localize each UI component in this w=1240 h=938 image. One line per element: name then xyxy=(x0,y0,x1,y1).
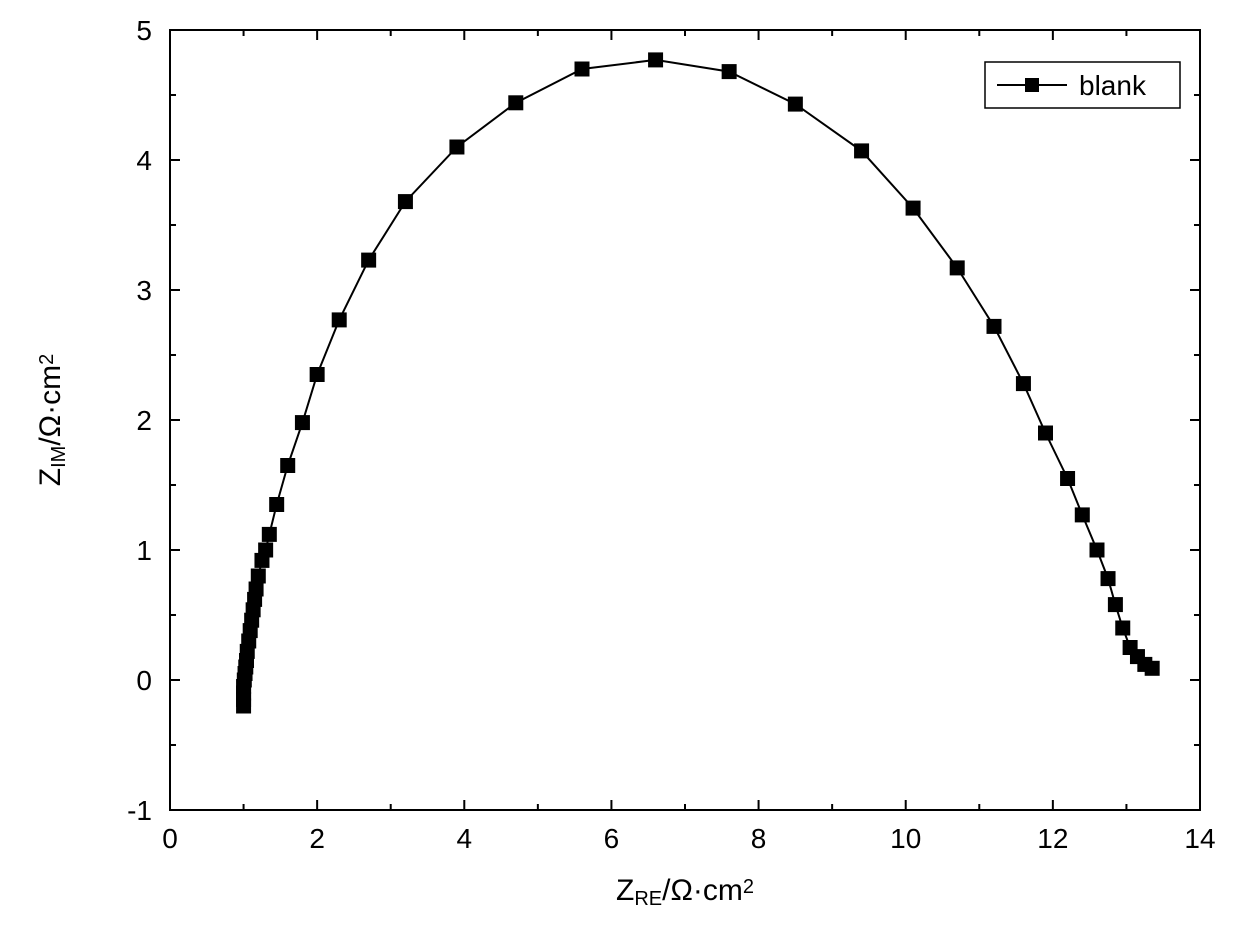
data-marker xyxy=(251,569,265,583)
data-marker xyxy=(281,459,295,473)
data-marker xyxy=(788,97,802,111)
y-tick-label: 2 xyxy=(136,405,152,436)
data-marker xyxy=(649,53,663,67)
y-tick-label: 1 xyxy=(136,535,152,566)
nyquist-chart: 02468101214-1012345blankZRE/Ω·cm2ZIM/Ω·c… xyxy=(0,0,1240,938)
data-marker xyxy=(1061,472,1075,486)
x-tick-label: 4 xyxy=(456,823,472,854)
data-marker xyxy=(1108,598,1122,612)
data-marker xyxy=(310,368,324,382)
data-marker xyxy=(398,195,412,209)
y-tick-label: 5 xyxy=(136,15,152,46)
data-marker xyxy=(906,201,920,215)
data-marker xyxy=(855,144,869,158)
data-marker xyxy=(1075,508,1089,522)
data-marker xyxy=(262,527,276,541)
y-tick-label: -1 xyxy=(127,795,152,826)
data-marker xyxy=(295,416,309,430)
data-marker xyxy=(1101,572,1115,586)
x-tick-label: 10 xyxy=(890,823,921,854)
y-tick-label: 0 xyxy=(136,665,152,696)
y-tick-label: 3 xyxy=(136,275,152,306)
x-tick-label: 0 xyxy=(162,823,178,854)
data-marker xyxy=(1016,377,1030,391)
data-marker xyxy=(270,498,284,512)
data-marker xyxy=(1090,543,1104,557)
data-marker xyxy=(722,65,736,79)
legend-series-label: blank xyxy=(1079,70,1147,101)
data-marker xyxy=(950,261,964,275)
data-marker xyxy=(450,140,464,154)
data-marker xyxy=(509,96,523,110)
x-tick-label: 2 xyxy=(309,823,325,854)
chart-svg: 02468101214-1012345blankZRE/Ω·cm2ZIM/Ω·c… xyxy=(0,0,1240,938)
x-tick-label: 6 xyxy=(604,823,620,854)
data-marker xyxy=(259,543,273,557)
data-marker xyxy=(575,62,589,76)
data-marker xyxy=(249,582,263,596)
data-marker xyxy=(362,253,376,267)
x-tick-label: 12 xyxy=(1037,823,1068,854)
legend-marker-icon xyxy=(1025,78,1039,92)
data-marker xyxy=(1116,621,1130,635)
x-tick-label: 14 xyxy=(1184,823,1215,854)
data-marker xyxy=(1145,661,1159,675)
data-marker xyxy=(987,319,1001,333)
data-marker xyxy=(332,313,346,327)
x-tick-label: 8 xyxy=(751,823,767,854)
y-tick-label: 4 xyxy=(136,145,152,176)
data-marker xyxy=(1039,426,1053,440)
